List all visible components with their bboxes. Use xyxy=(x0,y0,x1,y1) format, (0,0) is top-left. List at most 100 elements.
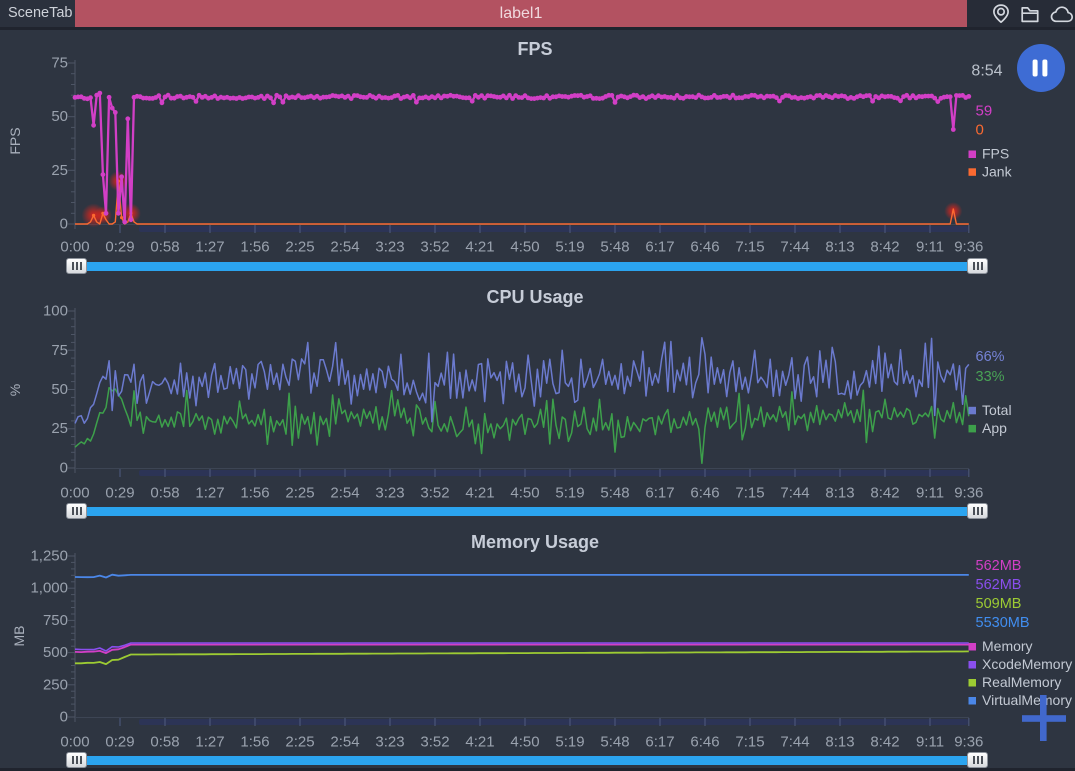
svg-text:6:46: 6:46 xyxy=(690,734,719,751)
svg-text:7:15: 7:15 xyxy=(735,734,764,751)
svg-text:0: 0 xyxy=(976,122,984,139)
svg-text:0: 0 xyxy=(60,709,68,726)
svg-text:1:56: 1:56 xyxy=(240,734,269,751)
svg-text:5:48: 5:48 xyxy=(600,485,629,502)
svg-text:4:21: 4:21 xyxy=(465,239,494,256)
svg-text:0:58: 0:58 xyxy=(150,734,179,751)
svg-text:6:46: 6:46 xyxy=(690,485,719,502)
svg-text:1:27: 1:27 xyxy=(195,239,224,256)
svg-text:7:44: 7:44 xyxy=(780,239,809,256)
svg-text:RealMemory: RealMemory xyxy=(982,674,1061,690)
svg-text:9:36: 9:36 xyxy=(954,239,983,256)
svg-text:1:56: 1:56 xyxy=(240,485,269,502)
svg-text:4:50: 4:50 xyxy=(510,239,539,256)
svg-text:1:27: 1:27 xyxy=(195,734,224,751)
svg-text:App: App xyxy=(982,420,1007,436)
svg-text:6:17: 6:17 xyxy=(645,239,674,256)
svg-text:59: 59 xyxy=(976,103,993,120)
svg-text:9:36: 9:36 xyxy=(954,485,983,502)
svg-text:0:00: 0:00 xyxy=(60,485,89,502)
svg-text:7:15: 7:15 xyxy=(735,485,764,502)
svg-text:%: % xyxy=(7,384,23,396)
svg-text:MB: MB xyxy=(11,626,27,647)
svg-text:9:11: 9:11 xyxy=(916,734,944,751)
svg-text:25: 25 xyxy=(51,162,68,179)
svg-text:2:25: 2:25 xyxy=(285,239,314,256)
svg-text:562MB: 562MB xyxy=(976,558,1022,574)
svg-text:3:23: 3:23 xyxy=(375,239,404,256)
svg-text:9:11: 9:11 xyxy=(916,239,944,256)
svg-text:100: 100 xyxy=(43,303,68,320)
svg-text:9:11: 9:11 xyxy=(916,485,944,502)
svg-text:7:15: 7:15 xyxy=(735,239,764,256)
svg-text:8:42: 8:42 xyxy=(870,239,899,256)
svg-text:5:48: 5:48 xyxy=(600,734,629,751)
svg-text:VirtualMemory: VirtualMemory xyxy=(982,692,1072,708)
svg-text:4:21: 4:21 xyxy=(465,485,494,502)
svg-text:5530MB: 5530MB xyxy=(976,615,1030,631)
svg-text:4:50: 4:50 xyxy=(510,734,539,751)
svg-text:8:13: 8:13 xyxy=(825,734,854,751)
svg-text:8:42: 8:42 xyxy=(870,734,899,751)
svg-text:25: 25 xyxy=(51,420,68,437)
svg-text:FPS: FPS xyxy=(517,39,552,59)
svg-text:8:54: 8:54 xyxy=(971,63,1002,80)
svg-text:2:54: 2:54 xyxy=(330,239,359,256)
svg-text:0:58: 0:58 xyxy=(150,239,179,256)
svg-text:Total: Total xyxy=(982,402,1012,418)
svg-text:Memory: Memory xyxy=(982,638,1033,654)
svg-text:6:46: 6:46 xyxy=(690,239,719,256)
svg-text:2:54: 2:54 xyxy=(330,734,359,751)
svg-text:3:52: 3:52 xyxy=(420,485,449,502)
svg-text:509MB: 509MB xyxy=(976,596,1022,612)
svg-text:0:58: 0:58 xyxy=(150,485,179,502)
svg-text:6:17: 6:17 xyxy=(645,485,674,502)
svg-text:8:13: 8:13 xyxy=(825,239,854,256)
svg-text:7:44: 7:44 xyxy=(780,734,809,751)
svg-text:2:25: 2:25 xyxy=(285,734,314,751)
svg-text:Jank: Jank xyxy=(982,164,1013,180)
svg-text:2:54: 2:54 xyxy=(330,485,359,502)
svg-text:562MB: 562MB xyxy=(976,577,1022,593)
svg-text:0: 0 xyxy=(60,460,68,477)
svg-text:0:29: 0:29 xyxy=(105,485,134,502)
svg-text:3:52: 3:52 xyxy=(420,734,449,751)
svg-text:75: 75 xyxy=(51,55,68,72)
svg-text:0: 0 xyxy=(60,216,68,233)
svg-text:1,000: 1,000 xyxy=(30,580,68,597)
svg-text:3:52: 3:52 xyxy=(420,239,449,256)
svg-text:4:50: 4:50 xyxy=(510,485,539,502)
svg-text:4:21: 4:21 xyxy=(465,734,494,751)
svg-text:5:19: 5:19 xyxy=(555,734,584,751)
svg-text:7:44: 7:44 xyxy=(780,485,809,502)
svg-text:XcodeMemory: XcodeMemory xyxy=(982,656,1072,672)
svg-text:5:19: 5:19 xyxy=(555,239,584,256)
svg-text:0:29: 0:29 xyxy=(105,239,134,256)
svg-text:0:29: 0:29 xyxy=(105,734,134,751)
svg-text:750: 750 xyxy=(43,612,68,629)
svg-text:75: 75 xyxy=(51,342,68,359)
svg-text:1:27: 1:27 xyxy=(195,485,224,502)
svg-text:Memory Usage: Memory Usage xyxy=(471,532,599,552)
svg-text:9:36: 9:36 xyxy=(954,734,983,751)
svg-text:FPS: FPS xyxy=(982,146,1009,162)
svg-text:0:00: 0:00 xyxy=(60,239,89,256)
svg-text:0:00: 0:00 xyxy=(60,734,89,751)
svg-text:8:42: 8:42 xyxy=(870,485,899,502)
svg-text:3:23: 3:23 xyxy=(375,734,404,751)
svg-text:500: 500 xyxy=(43,644,68,661)
svg-text:5:48: 5:48 xyxy=(600,239,629,256)
svg-text:2:25: 2:25 xyxy=(285,485,314,502)
svg-text:1,250: 1,250 xyxy=(30,548,68,565)
svg-text:6:17: 6:17 xyxy=(645,734,674,751)
svg-text:FPS: FPS xyxy=(7,127,23,154)
svg-text:CPU Usage: CPU Usage xyxy=(486,287,583,307)
svg-text:250: 250 xyxy=(43,676,68,693)
svg-text:50: 50 xyxy=(51,108,68,125)
svg-text:8:13: 8:13 xyxy=(825,485,854,502)
svg-text:50: 50 xyxy=(51,381,68,398)
svg-text:66%: 66% xyxy=(976,349,1005,365)
svg-text:5:19: 5:19 xyxy=(555,485,584,502)
svg-text:3:23: 3:23 xyxy=(375,485,404,502)
svg-text:1:56: 1:56 xyxy=(240,239,269,256)
